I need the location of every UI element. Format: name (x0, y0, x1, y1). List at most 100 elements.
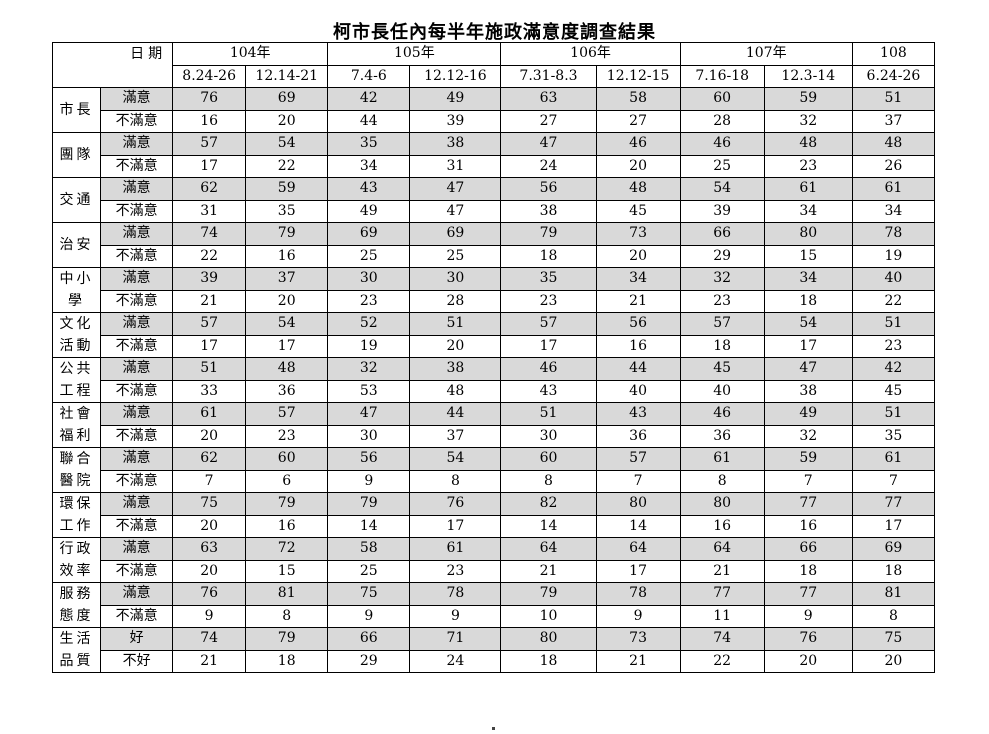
value-cell: 51 (851, 312, 936, 336)
value-cell: 48 (409, 379, 502, 403)
response-label: 不滿意 (100, 244, 174, 268)
value-cell: 60 (679, 87, 765, 111)
table-row: 不滿意 20 15 25 23 21 17 21 18 18 (53, 559, 936, 583)
value-cell: 20 (245, 289, 329, 313)
response-label: 滿意 (100, 312, 174, 336)
value-cell: 79 (327, 492, 411, 516)
value-cell: 82 (500, 492, 597, 516)
page-dot (492, 727, 495, 730)
value-cell: 75 (851, 627, 936, 651)
table-row: 團隊 滿意 57 54 35 38 47 46 46 48 48 (51, 132, 936, 178)
category-label-line: 行政 (59, 541, 94, 557)
value-cell: 39 (679, 199, 765, 223)
value-cell: 24 (500, 154, 597, 178)
response-label: 不滿意 (100, 334, 174, 358)
value-cell: 8 (245, 604, 329, 628)
value-cell: 36 (595, 424, 681, 448)
date-header-cell: 8.24-26 (172, 64, 247, 88)
value-cell: 8 (500, 469, 597, 493)
category-label: 交通 (51, 177, 102, 223)
value-cell: 57 (595, 447, 681, 471)
year-header-cell: 107年 (679, 42, 853, 66)
value-cell: 20 (409, 334, 502, 358)
value-cell: 66 (763, 537, 853, 561)
year-header-cell: 106年 (500, 42, 681, 66)
value-cell: 35 (245, 199, 329, 223)
category-label-line: 服務 (59, 586, 94, 602)
category-label-line: 交通 (59, 192, 94, 208)
category-label-line: 文化 (59, 316, 94, 332)
value-cell: 56 (500, 177, 597, 201)
table-row: 治安 滿意 74 79 69 69 79 73 66 80 78 (51, 222, 936, 268)
value-cell: 16 (679, 514, 765, 538)
category-label: 行政 效率 (51, 537, 102, 583)
value-cell: 74 (679, 627, 765, 651)
value-cell: 61 (763, 177, 853, 201)
value-cell: 40 (595, 379, 681, 403)
value-cell: 81 (245, 582, 329, 606)
value-cell: 25 (679, 154, 765, 178)
value-cell: 20 (595, 244, 681, 268)
value-cell: 19 (851, 244, 936, 268)
response-label: 滿意 (100, 402, 174, 426)
table-row: 不滿意 21 20 23 28 23 21 23 18 22 (53, 289, 936, 313)
value-cell: 22 (851, 289, 936, 313)
date-header-cell: 7.16-18 (679, 64, 765, 88)
value-cell: 66 (327, 627, 411, 651)
table-row: 聯合 醫院 滿意 62 60 56 54 60 57 61 59 61 (51, 447, 936, 493)
value-cell: 48 (763, 132, 853, 156)
value-cell: 17 (500, 334, 597, 358)
category-label: 環保 工作 (51, 492, 102, 538)
table-row: 不好 21 18 29 24 18 21 22 20 20 (53, 649, 936, 673)
value-cell: 9 (763, 604, 853, 628)
category-label-line: 醫院 (59, 473, 94, 489)
value-cell: 23 (851, 334, 936, 358)
value-cell: 36 (679, 424, 765, 448)
value-cell: 57 (172, 312, 247, 336)
value-cell: 17 (763, 334, 853, 358)
value-cell: 34 (595, 267, 681, 291)
value-cell: 23 (679, 289, 765, 313)
value-cell: 28 (679, 109, 765, 133)
value-cell: 9 (409, 604, 502, 628)
response-label: 不滿意 (100, 604, 174, 628)
value-cell: 23 (327, 289, 411, 313)
response-label: 不滿意 (100, 289, 174, 313)
response-label: 好 (100, 627, 174, 651)
value-cell: 8 (679, 469, 765, 493)
value-cell: 38 (500, 199, 597, 223)
value-cell: 24 (409, 649, 502, 673)
response-label: 不滿意 (100, 469, 174, 493)
value-cell: 66 (679, 222, 765, 246)
value-cell: 51 (172, 357, 247, 381)
value-cell: 38 (409, 357, 502, 381)
value-cell: 53 (327, 379, 411, 403)
value-cell: 20 (172, 559, 247, 583)
table-body: 日期 104年 105年 106年 107年 108 8.24-26 12.14-21 7.… (51, 42, 936, 673)
satisfaction-table: 日期 104年 105年 106年 107年 108 8.24-26 12.14-21 7.… (51, 42, 936, 673)
date-header-cell: 6.24-26 (851, 64, 936, 88)
response-label: 不滿意 (100, 559, 174, 583)
value-cell: 17 (172, 334, 247, 358)
value-cell: 59 (763, 447, 853, 471)
value-cell: 48 (595, 177, 681, 201)
category-label-line: 工作 (59, 518, 94, 534)
date-header-cell: 12.3-14 (763, 64, 853, 88)
value-cell: 79 (500, 582, 597, 606)
value-cell: 75 (172, 492, 247, 516)
category-label-line: 效率 (59, 563, 94, 579)
value-cell: 34 (763, 267, 853, 291)
value-cell: 36 (245, 379, 329, 403)
value-cell: 45 (679, 357, 765, 381)
value-cell: 78 (851, 222, 936, 246)
value-cell: 30 (500, 424, 597, 448)
value-cell: 49 (409, 87, 502, 111)
date-header-cell: 7.31-8.3 (500, 64, 597, 88)
value-cell: 19 (327, 334, 411, 358)
category-label: 公共 工程 (51, 357, 102, 403)
value-cell: 17 (172, 154, 247, 178)
value-cell: 35 (327, 132, 411, 156)
value-cell: 35 (500, 267, 597, 291)
value-cell: 6 (245, 469, 329, 493)
date-header-cell: 12.12-15 (595, 64, 681, 88)
